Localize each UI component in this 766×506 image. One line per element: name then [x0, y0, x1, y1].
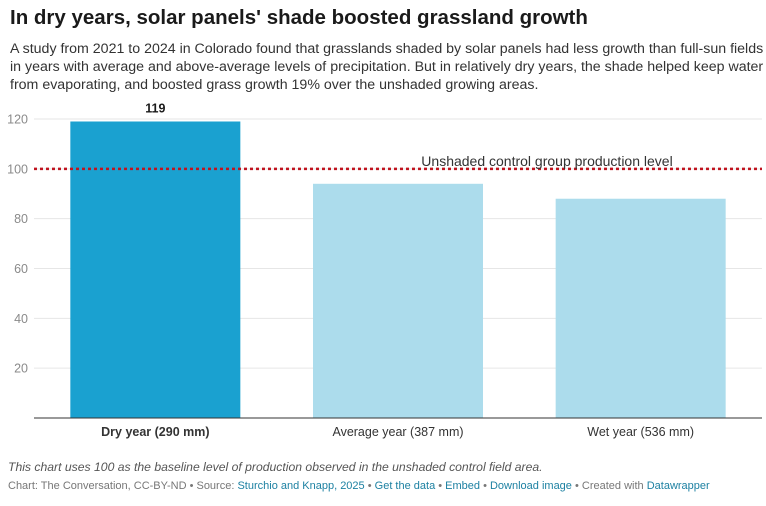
chart-title: In dry years, solar panels' shade booste… — [10, 6, 588, 29]
datawrapper-link[interactable]: Datawrapper — [646, 480, 710, 492]
download-image-link[interactable]: Download image — [489, 480, 572, 492]
bar — [555, 198, 726, 418]
chart-footer: Chart: The Conversation, CC-BY-ND • Sour… — [8, 478, 766, 494]
reference-line-label: Unshaded control group production level — [421, 153, 672, 169]
bar — [313, 183, 483, 418]
x-tick-label: Average year (387 mm) — [332, 425, 463, 439]
y-tick-label: 20 — [14, 362, 28, 376]
chart-notes: This chart uses 100 as the baseline leve… — [8, 460, 543, 474]
x-tick-label: Dry year (290 mm) — [101, 425, 209, 439]
bar — [70, 121, 241, 418]
footer-credit: Chart: The Conversation, CC-BY-ND • Sour… — [8, 480, 238, 492]
get-data-link[interactable]: Get the data — [374, 480, 436, 492]
footer-separator: • — [435, 480, 446, 492]
y-tick-label: 80 — [14, 212, 28, 226]
footer-separator: • — [480, 480, 490, 492]
footer-created-with: • Created with — [571, 480, 647, 492]
y-tick-label: 60 — [14, 262, 28, 276]
x-tick-label: Wet year (536 mm) — [587, 425, 694, 439]
source-link[interactable]: Sturchio and Knapp, 2025 — [237, 480, 365, 492]
chart-subtitle: A study from 2021 to 2024 in Colorado fo… — [10, 41, 764, 93]
footer-separator: • — [364, 480, 375, 492]
embed-link[interactable]: Embed — [445, 480, 481, 492]
y-tick-label: 40 — [14, 312, 28, 326]
data-label: 119 — [145, 101, 165, 115]
y-tick-label: 100 — [7, 162, 28, 176]
y-tick-label: 120 — [7, 113, 28, 127]
